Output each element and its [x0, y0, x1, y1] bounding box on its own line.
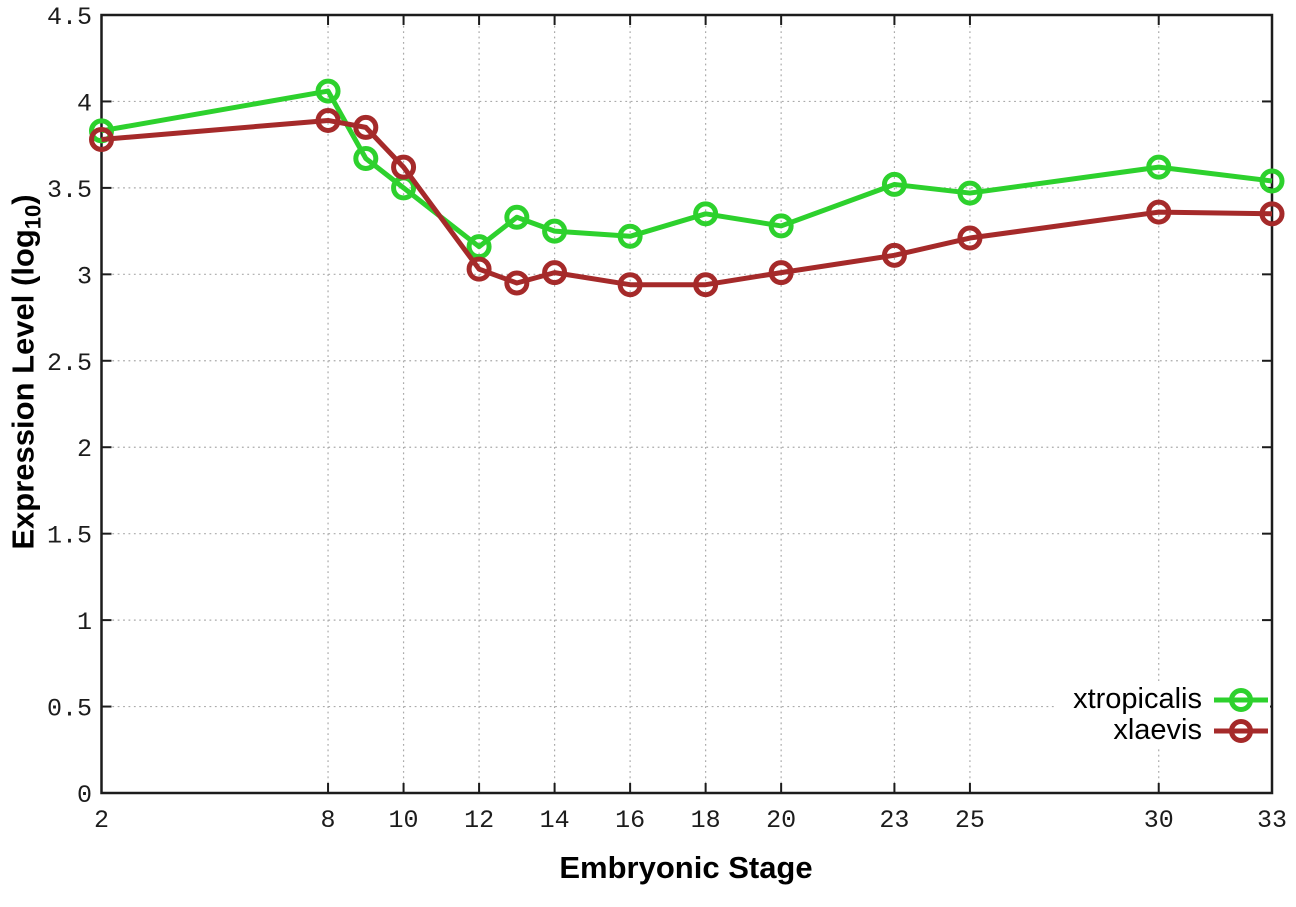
legend-label-xlaevis: xlaevis [1113, 714, 1202, 746]
data-point-xlaevis [957, 225, 983, 251]
data-point-xtropicalis [1146, 154, 1172, 180]
y-axis-title: Expression Level (log10) [5, 194, 46, 549]
y-axis-title-end: ) [5, 194, 41, 205]
data-point-xtropicalis [504, 204, 530, 230]
x-tick-label: 30 [1144, 806, 1174, 835]
data-point-xlaevis [504, 270, 530, 296]
data-point-xtropicalis [768, 213, 794, 239]
x-tick-label: 25 [955, 806, 985, 835]
x-tick-label: 10 [389, 806, 419, 835]
data-point-xlaevis [617, 272, 643, 298]
data-point-xtropicalis [315, 78, 341, 104]
x-tick-label: 14 [540, 806, 570, 835]
y-tick-label: 0.5 [47, 695, 92, 724]
data-point-xtropicalis [957, 180, 983, 206]
data-point-xlaevis [89, 126, 114, 152]
legend-item-xtropicalis: xtropicalis [1073, 683, 1270, 715]
y-tick-label: 4 [77, 89, 92, 118]
y-tick-label: 3.5 [47, 176, 92, 205]
data-point-xlaevis [391, 154, 417, 180]
x-tick-label: 8 [321, 806, 336, 835]
y-axis-title-sub: 10 [20, 204, 46, 230]
data-point-xtropicalis [89, 118, 114, 144]
legend: xtropicalis xlaevis [1057, 682, 1270, 748]
y-axis-title-main: Expression Level (log [5, 229, 41, 550]
x-tick-label: 12 [464, 806, 494, 835]
data-point-xtropicalis [542, 218, 568, 244]
series-line-xlaevis [101, 117, 1273, 288]
x-tick-label: 16 [615, 806, 645, 835]
y-tick-label: 3 [77, 262, 92, 291]
data-point-xlaevis [693, 272, 719, 298]
x-tick-label: 23 [879, 806, 909, 835]
y-tick-label: 1 [77, 608, 92, 637]
data-point-xlaevis [315, 107, 341, 133]
data-point-xtropicalis [881, 171, 907, 197]
legend-label-xtropicalis: xtropicalis [1073, 683, 1202, 715]
series-line-xtropicalis [101, 88, 1273, 250]
data-point-xlaevis [881, 242, 907, 268]
data-point-xlaevis [353, 114, 379, 140]
data-point-xlaevis [466, 256, 492, 282]
y-tick-label: 2 [77, 435, 92, 464]
x-tick-label: 20 [766, 806, 796, 835]
legend-sample-xlaevis-icon [1214, 718, 1268, 743]
data-point-xtropicalis [617, 223, 643, 249]
data-point-xlaevis [542, 260, 568, 286]
y-tick-label: 1.5 [47, 522, 92, 551]
legend-item-xlaevis: xlaevis [1113, 714, 1270, 746]
x-tick-label: 18 [691, 806, 721, 835]
data-point-xlaevis [768, 260, 794, 286]
data-point-xtropicalis [353, 145, 379, 171]
y-tick-label: 4.5 [47, 3, 92, 32]
x-tick-label: 33 [1257, 806, 1287, 835]
data-point-xlaevis [1259, 201, 1285, 227]
y-tick-label: 2.5 [47, 349, 92, 378]
data-point-xtropicalis [1259, 168, 1285, 194]
y-tick-label: 0 [77, 781, 92, 810]
legend-sample-xtropicalis-icon [1214, 687, 1268, 712]
data-point-xtropicalis [693, 201, 719, 227]
plot-border [100, 13, 1274, 795]
x-tick-label: 2 [94, 806, 109, 835]
x-axis-title: Embryonic Stage [559, 850, 813, 885]
data-point-xlaevis [1146, 199, 1172, 225]
